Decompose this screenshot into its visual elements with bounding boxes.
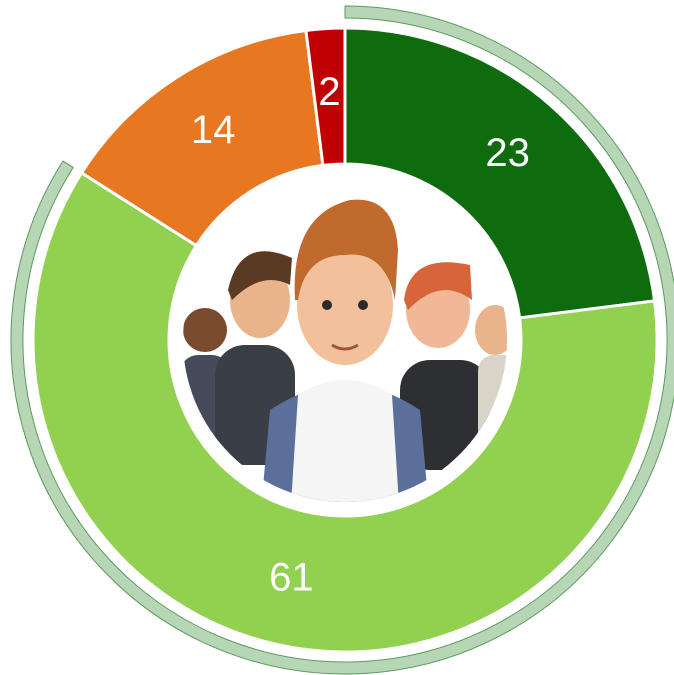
value-label: 14 — [191, 108, 236, 152]
page: {"chart_data": {"type": "donut", "values… — [0, 0, 674, 675]
chart: 23 61 14 2 — [0, 0, 674, 675]
value-label: 23 — [485, 131, 530, 175]
person-eye — [358, 300, 368, 310]
value-label: 61 — [269, 556, 314, 600]
person-face — [183, 308, 227, 352]
person-eye — [322, 300, 332, 310]
value-label: 2 — [318, 70, 340, 114]
